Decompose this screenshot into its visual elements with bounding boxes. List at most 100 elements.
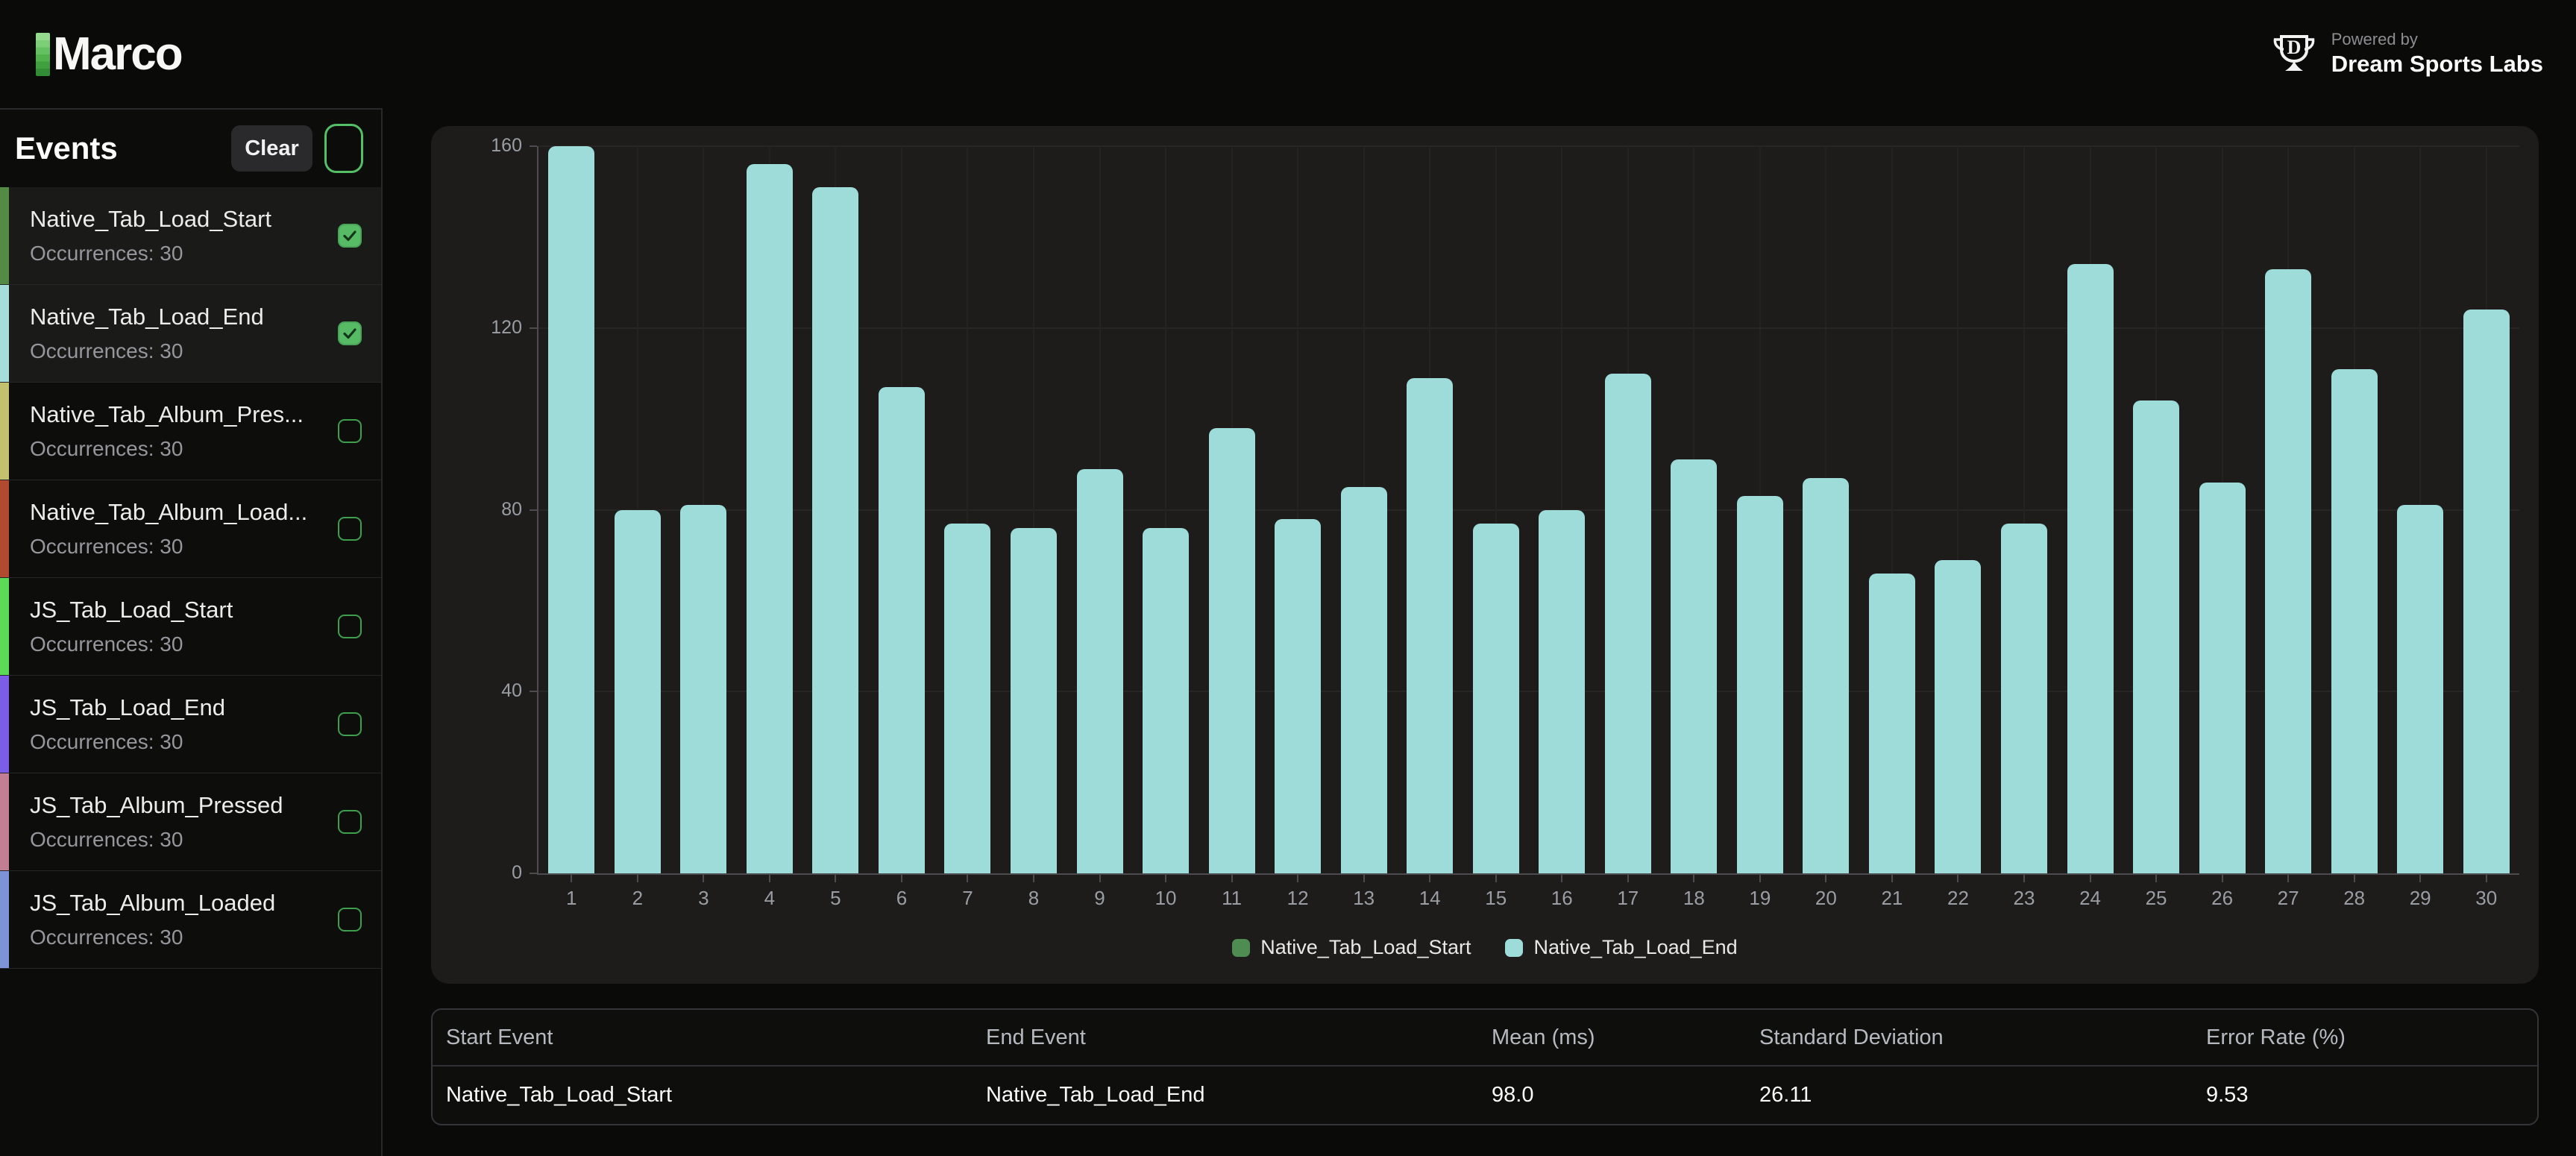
bar-6[interactable] [878, 386, 925, 873]
event-name: JS_Tab_Load_End [30, 694, 226, 720]
x-tick-mark [1363, 875, 1365, 882]
bar-27[interactable] [2265, 268, 2312, 873]
bar-24[interactable] [2067, 264, 2114, 873]
event-checkbox[interactable] [338, 419, 362, 443]
events-sidebar: Events Clear Native_Tab_Load_Start Occurr… [0, 108, 383, 1156]
x-tick-label: 4 [764, 887, 776, 909]
x-tick-label: 26 [2211, 887, 2234, 909]
event-list-item[interactable]: JS_Tab_Load_Start Occurrences: 30 [0, 578, 381, 676]
x-tick-mark [768, 875, 770, 882]
event-occurrences: Occurrences: 30 [30, 926, 183, 949]
event-list-item[interactable]: JS_Tab_Album_Pressed Occurrences: 30 [0, 773, 381, 871]
x-tick-mark [1561, 875, 1563, 882]
event-checkbox[interactable] [338, 908, 362, 932]
bar-12[interactable] [1275, 518, 1322, 873]
bar-21[interactable] [1868, 573, 1915, 873]
event-list-item[interactable]: JS_Tab_Album_Loaded Occurrences: 30 [0, 871, 381, 969]
bar-10[interactable] [1143, 527, 1190, 873]
stats-table: Start Event End Event Mean (ms) Standard De… [431, 1008, 2539, 1125]
legend-item[interactable]: Native_Tab_Load_Start [1232, 936, 1471, 959]
bar-2[interactable] [614, 509, 661, 873]
table-cell: Native_Tab_Load_End [986, 1083, 1205, 1107]
bar-1[interactable] [548, 146, 595, 873]
table-body: Native_Tab_Load_Start Native_Tab_Load_End… [433, 1067, 2537, 1124]
x-tick-label: 1 [566, 887, 577, 909]
event-name: Native_Tab_Load_Start [30, 206, 272, 232]
x-tick-mark [1297, 875, 1299, 882]
h-gridline [538, 145, 2519, 147]
event-list-item[interactable]: JS_Tab_Load_End Occurrences: 30 [0, 676, 381, 773]
x-tick-mark [1495, 875, 1497, 882]
event-name: JS_Tab_Load_Start [30, 597, 233, 623]
bar-17[interactable] [1604, 373, 1651, 873]
bar-22[interactable] [1935, 559, 1982, 873]
event-checkbox[interactable] [338, 810, 362, 834]
bar-18[interactable] [1671, 459, 1718, 873]
bar-25[interactable] [2133, 400, 2180, 873]
bar-20[interactable] [1803, 477, 1850, 873]
events-sidebar-header: Events Clear [0, 110, 381, 187]
powered-by-label: Powered by [2331, 30, 2418, 49]
select-all-checkbox[interactable] [324, 124, 363, 173]
event-list-item[interactable]: Native_Tab_Load_End Occurrences: 30 [0, 285, 381, 383]
event-list-item[interactable]: Native_Tab_Album_Load... Occurrences: 30 [0, 480, 381, 578]
legend-label: Native_Tab_Load_Start [1260, 936, 1471, 958]
bar-8[interactable] [1011, 527, 1057, 873]
bar-9[interactable] [1076, 468, 1123, 873]
v-gridline [1165, 146, 1167, 873]
table-cell: 26.11 [1759, 1083, 1812, 1107]
bar-11[interactable] [1208, 427, 1255, 873]
marco-logo: Marco [36, 28, 183, 81]
event-checkbox[interactable] [338, 712, 362, 736]
x-tick-label: 28 [2343, 887, 2366, 909]
table-header-cell: End Event [986, 1025, 1086, 1049]
x-tick-label: 11 [1222, 887, 1243, 909]
bar-5[interactable] [812, 186, 859, 873]
bar-26[interactable] [2199, 482, 2246, 873]
bar-14[interactable] [1407, 377, 1454, 873]
x-axis-line [537, 873, 2519, 875]
x-tick-mark [1429, 875, 1431, 882]
event-list: Native_Tab_Load_Start Occurrences: 30 Nati… [0, 187, 381, 969]
x-tick-label: 12 [1287, 887, 1309, 909]
x-tick-label: 7 [962, 887, 973, 909]
clear-button[interactable]: Clear [231, 125, 312, 172]
x-tick-label: 16 [1551, 887, 1573, 909]
event-list-item[interactable]: Native_Tab_Load_Start Occurrences: 30 [0, 187, 381, 285]
bar-7[interactable] [944, 523, 991, 873]
bar-23[interactable] [2001, 523, 2047, 873]
bar-19[interactable] [1736, 496, 1783, 873]
x-tick-mark [900, 875, 902, 882]
legend-label: Native_Tab_Load_End [1533, 936, 1738, 958]
legend-item[interactable]: Native_Tab_Load_End [1505, 936, 1738, 959]
bar-3[interactable] [680, 505, 727, 873]
table-header-cell: Start Event [446, 1025, 553, 1049]
bar-13[interactable] [1340, 487, 1387, 873]
bar-30[interactable] [2463, 310, 2510, 873]
bar-4[interactable] [746, 164, 793, 873]
x-tick-mark [1627, 875, 1629, 882]
y-tick-mark [530, 509, 537, 511]
checkmark-icon [343, 230, 356, 242]
event-checkbox[interactable] [338, 517, 362, 541]
bar-29[interactable] [2397, 505, 2444, 873]
x-tick-label: 20 [1815, 887, 1837, 909]
x-tick-label: 23 [2013, 887, 2035, 909]
event-checkbox[interactable] [338, 321, 362, 345]
event-color-stripe [0, 187, 9, 284]
bar-16[interactable] [1539, 509, 1586, 873]
y-tick-mark [530, 145, 537, 147]
event-occurrences: Occurrences: 30 [30, 828, 183, 851]
bar-28[interactable] [2331, 368, 2378, 873]
table-header-cell: Standard Deviation [1759, 1025, 1944, 1049]
chart-card: Native_Tab_Load_Start Native_Tab_Load_End… [431, 126, 2539, 984]
x-tick-label: 10 [1155, 887, 1177, 909]
v-gridline [1957, 146, 1959, 873]
h-gridline [538, 327, 2519, 329]
event-occurrences: Occurrences: 30 [30, 730, 183, 753]
event-checkbox[interactable] [338, 224, 362, 248]
bar-15[interactable] [1472, 523, 1519, 873]
event-list-item[interactable]: Native_Tab_Album_Pres... Occurrences: 30 [0, 383, 381, 480]
event-checkbox[interactable] [338, 615, 362, 638]
x-tick-mark [1231, 875, 1233, 882]
